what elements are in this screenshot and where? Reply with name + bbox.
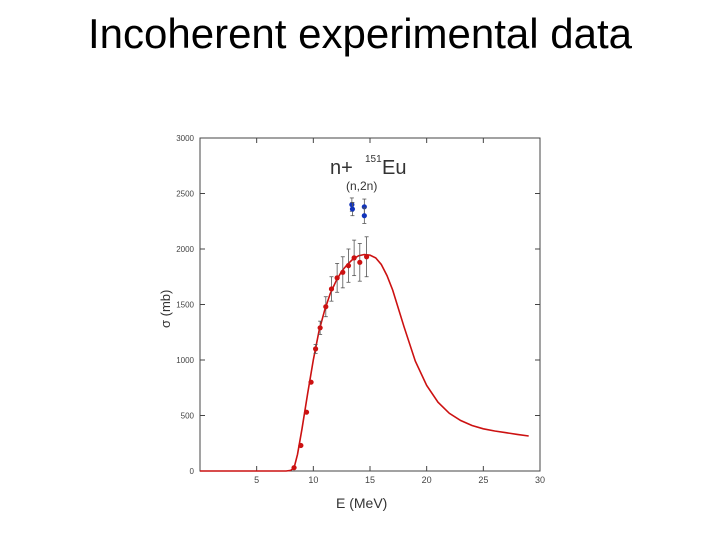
x-tick-label: 20: [422, 475, 432, 485]
x-tick-label: 15: [365, 475, 375, 485]
slide-title: Incoherent experimental data: [87, 10, 632, 57]
data-point: [317, 325, 323, 331]
data-point: [323, 304, 329, 310]
y-axis-label: σ (mb): [158, 290, 173, 328]
data-point: [349, 202, 355, 208]
data-point: [328, 286, 335, 292]
data-point: [291, 465, 297, 471]
data-point: [313, 346, 319, 352]
y-tick-label: 2000: [176, 245, 194, 254]
x-tick-label: 30: [535, 475, 545, 485]
data-point: [357, 259, 363, 265]
data-point: [298, 442, 304, 449]
x-tick-label: 10: [308, 475, 318, 485]
data-point: [351, 255, 357, 261]
y-tick-label: 1000: [176, 356, 194, 365]
data-point: [303, 409, 310, 415]
reaction-label: n+ 151 Eu (n,2n): [330, 154, 406, 193]
y-tick-label: 2500: [176, 190, 194, 199]
x-tick-label: 25: [478, 475, 488, 485]
series-layer: [200, 197, 529, 472]
data-point: [308, 379, 314, 385]
channel-label: (n,2n): [346, 179, 377, 193]
series-line: [200, 253, 529, 472]
x-tick-label: 5: [254, 475, 259, 485]
data-point: [345, 263, 352, 269]
y-tick-label: 3000: [176, 134, 194, 143]
cross-section-chart: 5 10 15 20 25 30 0 500 1000 1500 2000 2500 3000 n+ 1…: [158, 134, 545, 511]
data-point: [340, 269, 346, 275]
data-point: [361, 213, 367, 219]
y-tick-label: 1500: [176, 301, 194, 310]
mass-number: 151: [365, 154, 382, 165]
y-tick-label: 500: [181, 412, 195, 421]
axis-ticks: 5 10 15 20 25 30 0 500 1000 1500 2000 2500 3000: [176, 134, 545, 485]
reaction-prefix: n+: [330, 157, 353, 179]
data-point: [364, 254, 370, 260]
data-point: [349, 206, 356, 212]
y-tick-label: 0: [190, 467, 195, 476]
data-point: [334, 275, 340, 281]
x-axis-label: E (MeV): [336, 495, 387, 511]
nucleus-symbol: Eu: [382, 157, 406, 179]
